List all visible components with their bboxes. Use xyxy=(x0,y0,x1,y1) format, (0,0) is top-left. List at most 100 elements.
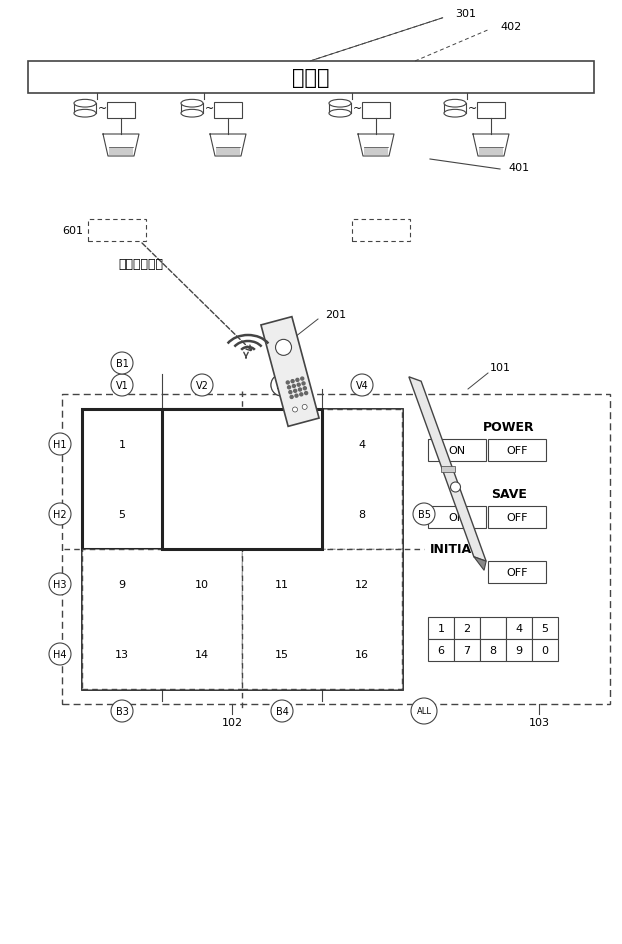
Text: 201: 201 xyxy=(325,310,346,320)
Text: 6: 6 xyxy=(437,646,445,655)
Bar xyxy=(162,410,242,480)
Bar xyxy=(480,639,506,662)
Bar xyxy=(82,410,162,480)
Text: 0: 0 xyxy=(542,646,549,655)
Text: ON: ON xyxy=(448,513,465,522)
Text: B3: B3 xyxy=(116,706,128,716)
Bar xyxy=(82,410,402,689)
Bar xyxy=(440,466,455,473)
Circle shape xyxy=(292,385,295,388)
Circle shape xyxy=(111,375,133,396)
Text: B5: B5 xyxy=(417,510,430,519)
Circle shape xyxy=(271,375,293,396)
Text: 15: 15 xyxy=(275,649,289,659)
Polygon shape xyxy=(364,148,388,156)
Circle shape xyxy=(411,699,437,724)
Text: OFF: OFF xyxy=(506,513,527,522)
Bar xyxy=(242,549,322,619)
Bar xyxy=(488,440,546,462)
Circle shape xyxy=(296,379,299,382)
Circle shape xyxy=(49,503,71,526)
Text: 7: 7 xyxy=(279,510,285,519)
Circle shape xyxy=(276,340,292,356)
Polygon shape xyxy=(109,148,133,156)
Bar xyxy=(428,617,454,639)
Text: B4: B4 xyxy=(276,706,289,716)
Bar xyxy=(62,395,610,704)
Circle shape xyxy=(49,573,71,596)
Bar xyxy=(532,639,558,662)
Bar xyxy=(454,617,480,639)
Text: 9: 9 xyxy=(516,646,522,655)
Text: H4: H4 xyxy=(53,649,67,659)
Circle shape xyxy=(271,375,293,396)
Ellipse shape xyxy=(329,100,351,108)
Text: 5: 5 xyxy=(542,623,549,633)
Bar xyxy=(322,619,402,689)
Circle shape xyxy=(271,700,293,722)
Text: 401: 401 xyxy=(508,162,529,173)
Circle shape xyxy=(351,375,373,396)
Bar xyxy=(167,484,237,545)
Text: 7: 7 xyxy=(463,646,471,655)
Bar xyxy=(327,624,397,684)
Text: H2: H2 xyxy=(53,510,67,519)
Circle shape xyxy=(290,396,293,399)
Bar xyxy=(327,484,397,545)
Text: H1: H1 xyxy=(53,440,67,449)
Bar xyxy=(82,480,162,549)
Circle shape xyxy=(413,503,435,526)
Circle shape xyxy=(297,384,300,387)
Text: 8: 8 xyxy=(358,510,366,519)
Text: ~: ~ xyxy=(205,104,213,114)
Text: V2: V2 xyxy=(195,380,208,391)
Text: 402: 402 xyxy=(500,22,521,32)
Text: 3: 3 xyxy=(279,440,285,449)
Text: ~: ~ xyxy=(98,104,106,114)
Text: 14: 14 xyxy=(195,649,209,659)
Bar xyxy=(428,440,486,462)
Text: 13: 13 xyxy=(115,649,129,659)
Bar xyxy=(162,619,242,689)
Text: 5: 5 xyxy=(119,510,126,519)
Bar xyxy=(107,103,135,119)
Bar xyxy=(82,549,162,619)
Bar xyxy=(82,619,162,689)
Bar xyxy=(506,617,532,639)
Text: 9: 9 xyxy=(118,580,126,589)
Bar xyxy=(214,103,242,119)
Text: 10: 10 xyxy=(195,580,209,589)
Bar xyxy=(87,554,157,615)
Ellipse shape xyxy=(74,110,96,118)
Text: ALL: ALL xyxy=(417,707,432,716)
Text: 103: 103 xyxy=(529,717,549,727)
Text: 6: 6 xyxy=(198,510,205,519)
Bar xyxy=(247,484,317,545)
Bar xyxy=(242,549,402,689)
Bar xyxy=(327,554,397,615)
Circle shape xyxy=(304,387,307,390)
Text: 4: 4 xyxy=(516,623,522,633)
Text: INITIAL: INITIAL xyxy=(430,543,480,556)
Circle shape xyxy=(289,391,292,395)
Bar xyxy=(87,624,157,684)
Circle shape xyxy=(300,394,303,396)
Text: 16: 16 xyxy=(355,649,369,659)
Bar xyxy=(82,549,242,689)
Bar xyxy=(322,480,402,549)
Bar xyxy=(362,103,390,119)
Circle shape xyxy=(294,390,297,393)
Text: 8: 8 xyxy=(490,646,496,655)
Bar xyxy=(488,507,546,529)
Bar xyxy=(247,414,317,475)
Bar xyxy=(28,62,594,93)
Bar xyxy=(167,624,237,684)
Text: 2: 2 xyxy=(463,623,471,633)
Bar xyxy=(327,414,397,475)
Circle shape xyxy=(299,389,302,392)
Polygon shape xyxy=(409,378,486,562)
Text: H3: H3 xyxy=(53,580,67,589)
Circle shape xyxy=(292,408,297,413)
Text: V3: V3 xyxy=(276,380,289,391)
Bar xyxy=(82,410,242,549)
